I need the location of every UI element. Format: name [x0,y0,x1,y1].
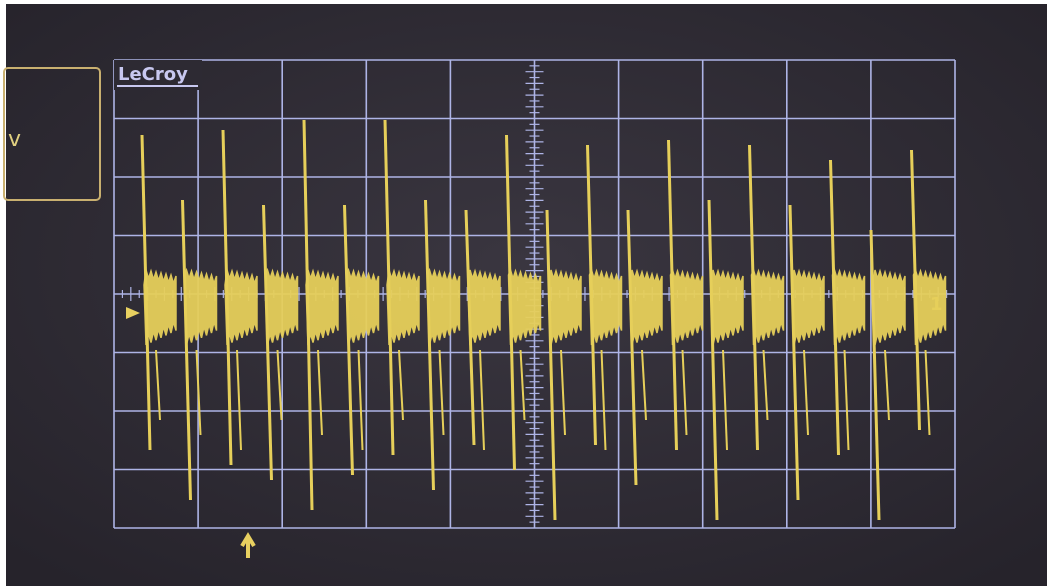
channel-box-label: v [8,127,21,152]
scope-photo: LeCroy v 1 [0,0,1047,586]
page: LeCroy v 1 (() => { const data = JSON.pa… [0,0,1047,586]
logo: LeCroy [118,64,188,85]
